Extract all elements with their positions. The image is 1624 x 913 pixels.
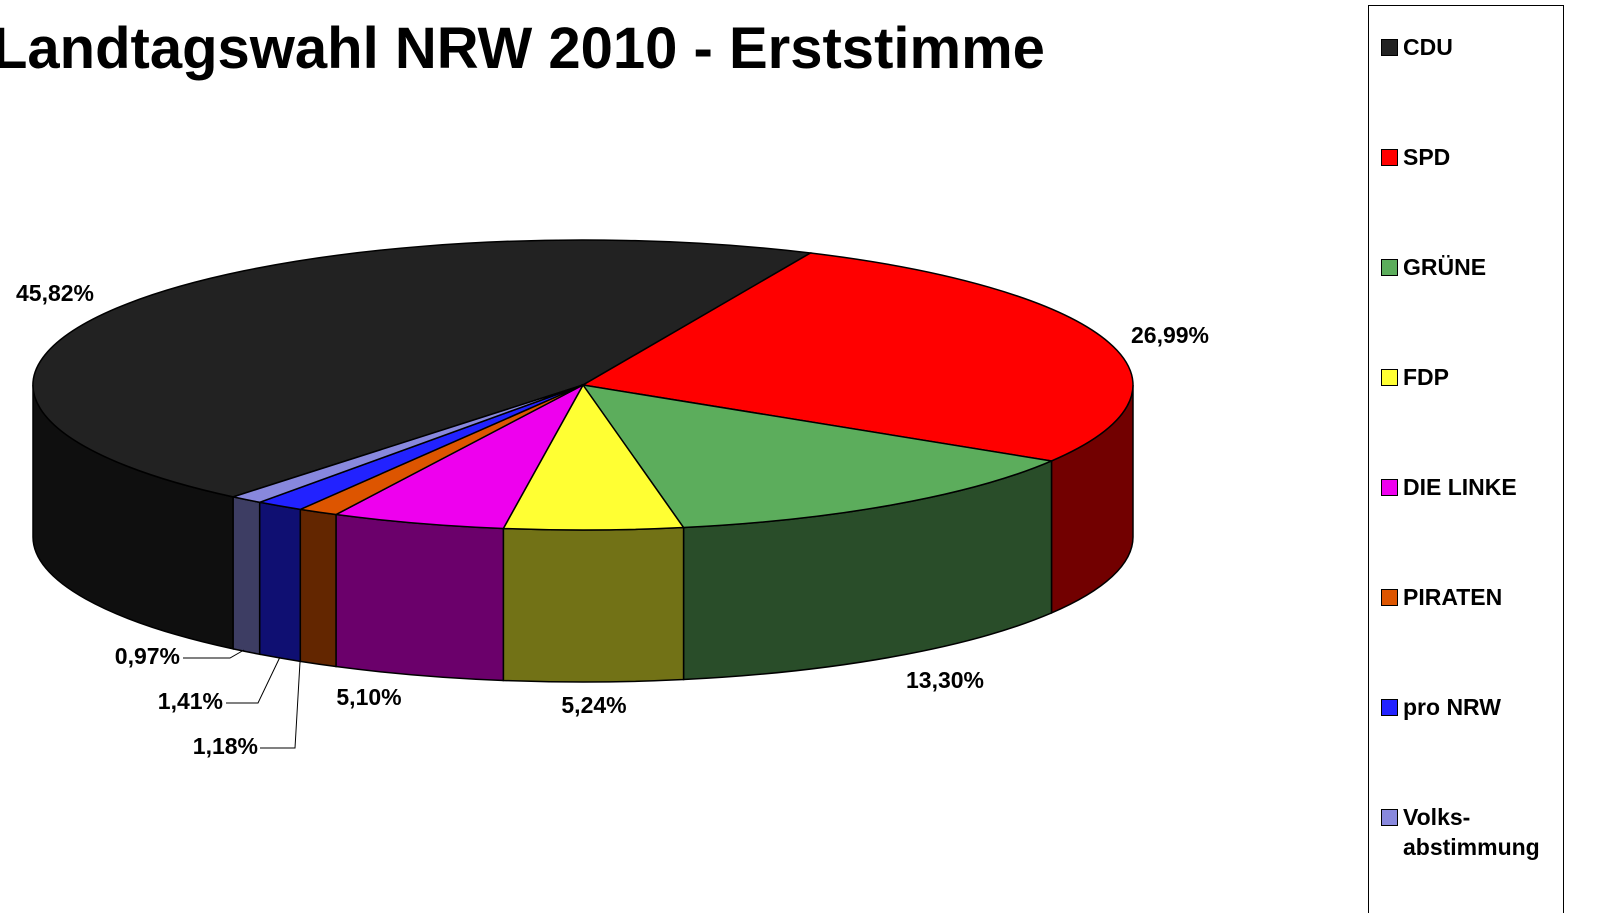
legend-item: PIRATEN [1381,582,1563,612]
data-label: 45,82% [16,280,94,306]
legend-swatch [1381,369,1398,386]
pie-wall [335,513,505,682]
legend: CDU SPD GRÜNE FDP DIE LINKE PIRATEN pro NRW Vol… [1368,5,1564,913]
legend-label: SPD [1403,144,1451,170]
data-label: 5,10% [336,684,401,710]
leader-line [183,649,245,659]
data-label: 13,30% [906,667,984,693]
legend-label: PIRATEN [1403,584,1503,610]
legend-label: pro NRW [1403,694,1501,720]
legend-item: FDP [1381,362,1563,392]
data-label: 5,24% [561,692,626,718]
legend-item: Volks-abstimmung [1381,802,1540,862]
legend-label: FDP [1403,364,1449,390]
pie-slice [230,384,584,504]
data-label: 1,41% [158,688,223,714]
legend-swatch [1381,149,1398,166]
legend-label: Volks-abstimmung [1403,804,1540,860]
data-label: 26,99% [1131,322,1209,348]
legend-swatch [1381,589,1398,606]
legend-swatch [1381,699,1398,716]
chart-title: Landtagswahl NRW 2010 - Erststimme [0,16,1045,81]
legend-swatch [1381,259,1398,276]
legend-label: CDU [1403,34,1453,60]
legend-item: DIE LINKE [1381,472,1563,502]
legend-item: CDU [1381,32,1563,62]
data-label: 0,97% [115,643,180,669]
legend-item: pro NRW [1381,692,1563,722]
pie-wall [258,501,302,663]
legend-label: DIE LINKE [1403,474,1517,500]
data-label: 1,18% [193,733,258,759]
legend-swatch [1381,39,1398,56]
pie-slice [32,239,813,498]
pie-slice [581,383,1055,529]
leader-line [226,656,281,704]
pie-slice [502,383,685,531]
leader-line [260,661,301,749]
legend-swatch [1381,809,1398,826]
pie-wall [502,526,685,683]
pie-slice [580,252,1134,462]
pie-wall [232,495,261,656]
legend-item: GRÜNE [1381,252,1563,282]
legend-swatch [1381,479,1398,496]
chart: Landtagswahl NRW 2010 - Erststimme 45,82… [0,16,1209,759]
legend-label: GRÜNE [1403,254,1487,280]
pie-slice [333,383,585,530]
pie-wall [299,508,337,668]
legend-item: SPD [1381,142,1563,172]
